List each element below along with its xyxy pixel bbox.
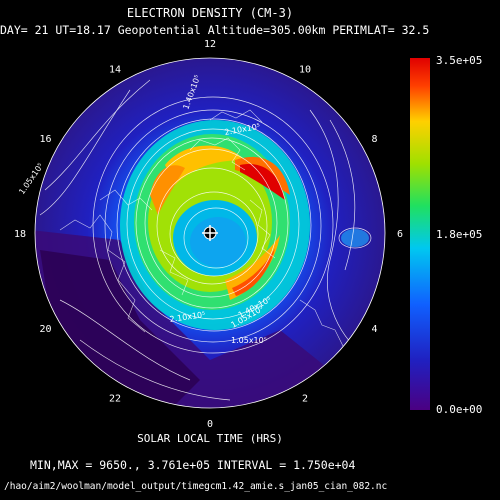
- min-max-interval: MIN,MAX = 9650., 3.761e+05 INTERVAL = 1.…: [30, 458, 356, 472]
- local-time-tick-label: 8: [371, 134, 377, 145]
- disk-border: [34, 57, 386, 409]
- local-time-tick-label: 6: [397, 229, 403, 240]
- local-time-tick-label: 2: [302, 394, 308, 405]
- x-axis-label: SOLAR LOCAL TIME (HRS): [137, 432, 283, 445]
- local-time-tick-label: 18: [14, 229, 26, 240]
- local-time-tick-label: 16: [39, 134, 51, 145]
- local-time-tick-label: 20: [39, 324, 51, 335]
- local-time-tick-label: 4: [371, 324, 377, 335]
- contour-lines: [39, 79, 372, 401]
- local-time-tick-label: 14: [109, 65, 121, 76]
- colorbar-tick-label: 0.0e+00: [436, 403, 482, 416]
- density-field: [35, 58, 385, 408]
- colorbar-tick-label: 3.5e+05: [436, 54, 482, 67]
- local-time-tick-label: 0: [207, 419, 213, 430]
- chart-subtitle: DAY= 21 UT=18.17 Geopotential Altitude=3…: [0, 23, 430, 37]
- colorbar-labels: 3.5e+05 1.8e+05 0.0e+00: [436, 54, 482, 416]
- colorbar: [410, 58, 430, 410]
- local-time-tick-label: 12: [204, 39, 216, 50]
- file-path: /hao/aim2/woolman/model_output/timegcm1.…: [4, 481, 388, 492]
- colorbar-tick-label: 1.8e+05: [436, 228, 482, 241]
- local-time-tick-label: 10: [299, 65, 311, 76]
- chart-title: ELECTRON DENSITY (CM-3): [126, 6, 294, 20]
- contour-label: 1.05x10⁵: [231, 336, 267, 345]
- coastlines: [59, 109, 346, 351]
- local-time-tick-label: 22: [109, 394, 121, 405]
